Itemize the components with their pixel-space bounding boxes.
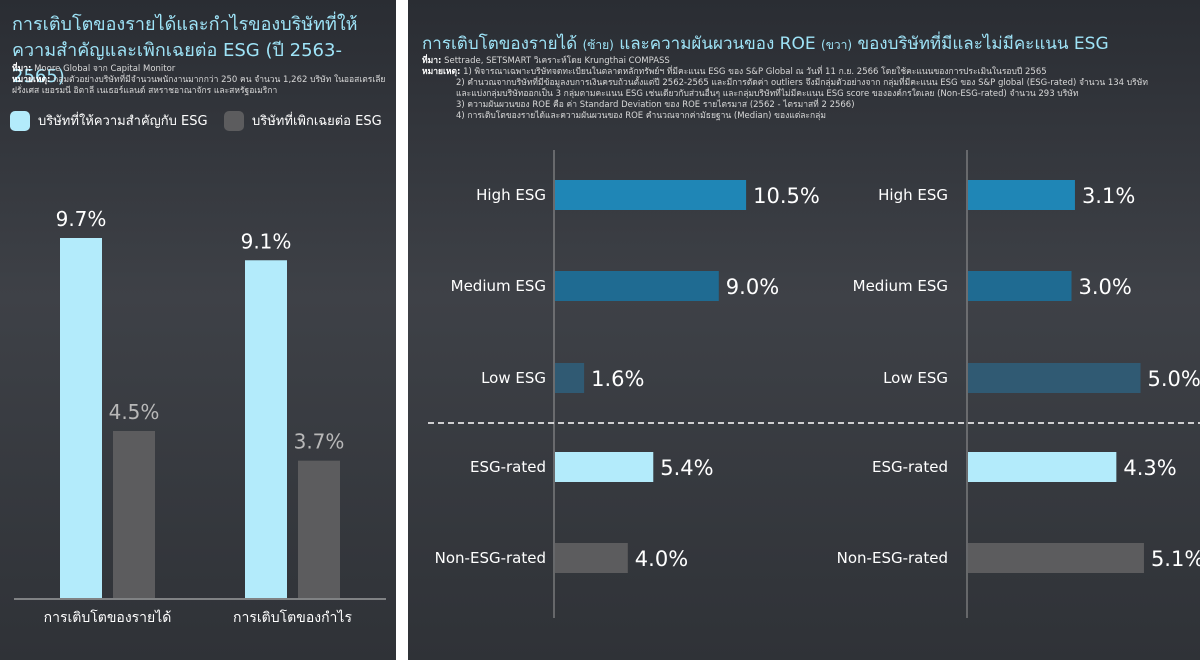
right-title-mid: และความผันผวนของ ROE bbox=[619, 34, 816, 54]
roe-value-label-3: 4.3% bbox=[1123, 456, 1176, 480]
revenue-category-label-3: ESG-rated bbox=[470, 458, 546, 476]
right-panel: การเติบโตของรายได้ (ซ้าย) และความผันผวนข… bbox=[408, 0, 1200, 660]
revenue-bar-4 bbox=[555, 543, 628, 573]
revenue-category-label-4: Non-ESG-rated bbox=[435, 549, 546, 567]
roe-category-label-1: Medium ESG bbox=[853, 277, 948, 295]
legend-item-neglect: บริษัทที่เพิกเฉยต่อ ESG bbox=[224, 110, 382, 131]
revenue-value-label-2: 1.6% bbox=[591, 367, 644, 391]
bar-esg-0 bbox=[60, 238, 102, 598]
right-title-left-tag: (ซ้าย) bbox=[582, 38, 614, 52]
data-label-esg-1: 9.1% bbox=[241, 229, 292, 253]
roe-category-label-2: Low ESG bbox=[883, 369, 948, 387]
right-bar-charts: High ESG 10.5% Medium ESG 9.0% Low ESG 1.6% ES… bbox=[428, 150, 1200, 618]
category-label-0: การเติบโตของรายได้ bbox=[44, 609, 172, 626]
roe-bar-0 bbox=[968, 180, 1075, 210]
bar-esg-1 bbox=[245, 260, 287, 598]
right-source-text: Settrade, SETSMART วิเคราะห์โดย Krungtha… bbox=[444, 56, 670, 66]
right-note-2: 2) คำนวณจากบริษัทที่มีข้อมูลงบการเงินครบ… bbox=[456, 78, 1148, 88]
left-source-label: ที่มา: bbox=[12, 64, 32, 74]
right-chart-title: การเติบโตของรายได้ (ซ้าย) และความผันผวนข… bbox=[422, 30, 1109, 57]
legend-label-neglect: บริษัทที่เพิกเฉยต่อ ESG bbox=[252, 114, 382, 129]
roe-category-label-4: Non-ESG-rated bbox=[837, 549, 948, 567]
roe-bar-2 bbox=[968, 363, 1141, 393]
revenue-category-label-0: High ESG bbox=[476, 186, 546, 204]
left-source-text: Moore Global จาก Capital Monitor bbox=[34, 64, 176, 74]
roe-bar-1 bbox=[968, 271, 1072, 301]
data-label-neglect-0: 4.5% bbox=[109, 400, 160, 424]
legend-item-esg: บริษัทที่ให้ความสำคัญกับ ESG bbox=[10, 110, 208, 131]
right-note-label: หมายเหตุ: bbox=[422, 67, 461, 77]
revenue-value-label-1: 9.0% bbox=[726, 275, 779, 299]
bar-neglect-0 bbox=[113, 430, 155, 598]
right-note-1: 1) พิจารณาเฉพาะบริษัทจดทะเบียนในตลาดหลัก… bbox=[463, 67, 1047, 77]
right-note-4: 4) การเติบโตของรายได้และความผันผวนของ RO… bbox=[456, 111, 826, 121]
revenue-bar-2 bbox=[555, 363, 585, 393]
right-title-right-tag: (ขวา) bbox=[821, 38, 853, 52]
bar-neglect-1 bbox=[298, 460, 340, 598]
right-note-2b: และแบ่งกลุ่มบริษัทออกเป็น 3 กลุ่มตามคะแน… bbox=[456, 89, 1079, 99]
roe-value-label-0: 3.1% bbox=[1082, 184, 1135, 208]
revenue-bar-1 bbox=[555, 271, 719, 301]
legend-label-esg: บริษัทที่ให้ความสำคัญกับ ESG bbox=[38, 114, 208, 129]
legend-swatch-esg bbox=[10, 110, 30, 131]
right-source-note: ที่มา: Settrade, SETSMART วิเคราะห์โดย K… bbox=[422, 56, 1192, 122]
right-note-3: 3) ความผันผวนของ ROE คือ ค่า Standard De… bbox=[456, 100, 855, 110]
left-note-label: หมายเหตุ: bbox=[12, 75, 51, 85]
left-panel: การเติบโตของรายได้และกำไรของบริษัทที่ให้… bbox=[0, 0, 396, 660]
data-label-neglect-1: 3.7% bbox=[294, 430, 345, 454]
left-source-note: ที่มา: Moore Global จาก Capital Monitor … bbox=[12, 64, 388, 97]
data-label-esg-0: 9.7% bbox=[56, 207, 107, 231]
right-source-label: ที่มา: bbox=[422, 56, 442, 66]
revenue-bar-3 bbox=[555, 452, 654, 482]
revenue-value-label-4: 4.0% bbox=[635, 547, 688, 571]
revenue-category-label-1: Medium ESG bbox=[451, 277, 546, 295]
roe-value-label-4: 5.1% bbox=[1151, 547, 1200, 571]
right-title-main: การเติบโตของรายได้ bbox=[422, 34, 578, 54]
roe-bar-4 bbox=[968, 543, 1144, 573]
revenue-category-label-2: Low ESG bbox=[481, 369, 546, 387]
roe-category-label-0: High ESG bbox=[878, 186, 948, 204]
roe-bar-3 bbox=[968, 452, 1117, 482]
revenue-value-label-0: 10.5% bbox=[753, 184, 820, 208]
roe-value-label-1: 3.0% bbox=[1079, 275, 1132, 299]
category-label-1: การเติบโตของกำไร bbox=[233, 609, 352, 626]
roe-category-label-3: ESG-rated bbox=[872, 458, 948, 476]
right-title-end: ของบริษัทที่มีและไม่มีคะแนน ESG bbox=[857, 34, 1109, 54]
revenue-bar-0 bbox=[555, 180, 747, 210]
revenue-value-label-3: 5.4% bbox=[660, 456, 713, 480]
roe-value-label-2: 5.0% bbox=[1148, 367, 1200, 391]
left-bar-chart: 9.7% 4.5% การเติบโตของรายได้ 9.1% 3.7% การเติ… bbox=[14, 207, 386, 626]
legend-swatch-neglect bbox=[224, 110, 244, 131]
left-note-text: กลุ่มตัวอย่างบริษัทที่มีจำนวนพนักงานมากก… bbox=[12, 75, 386, 96]
left-chart-title: การเติบโตของรายได้และกำไรของบริษัทที่ให้… bbox=[12, 14, 358, 87]
